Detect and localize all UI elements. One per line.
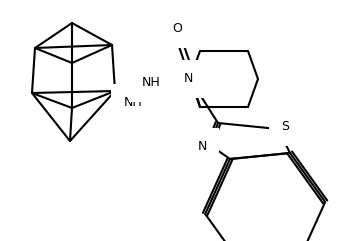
Text: N: N <box>197 141 207 154</box>
Text: NH: NH <box>142 76 160 89</box>
Text: O: O <box>172 22 182 35</box>
Text: N: N <box>183 73 193 86</box>
Text: S: S <box>281 120 289 134</box>
Text: NH: NH <box>124 96 143 109</box>
